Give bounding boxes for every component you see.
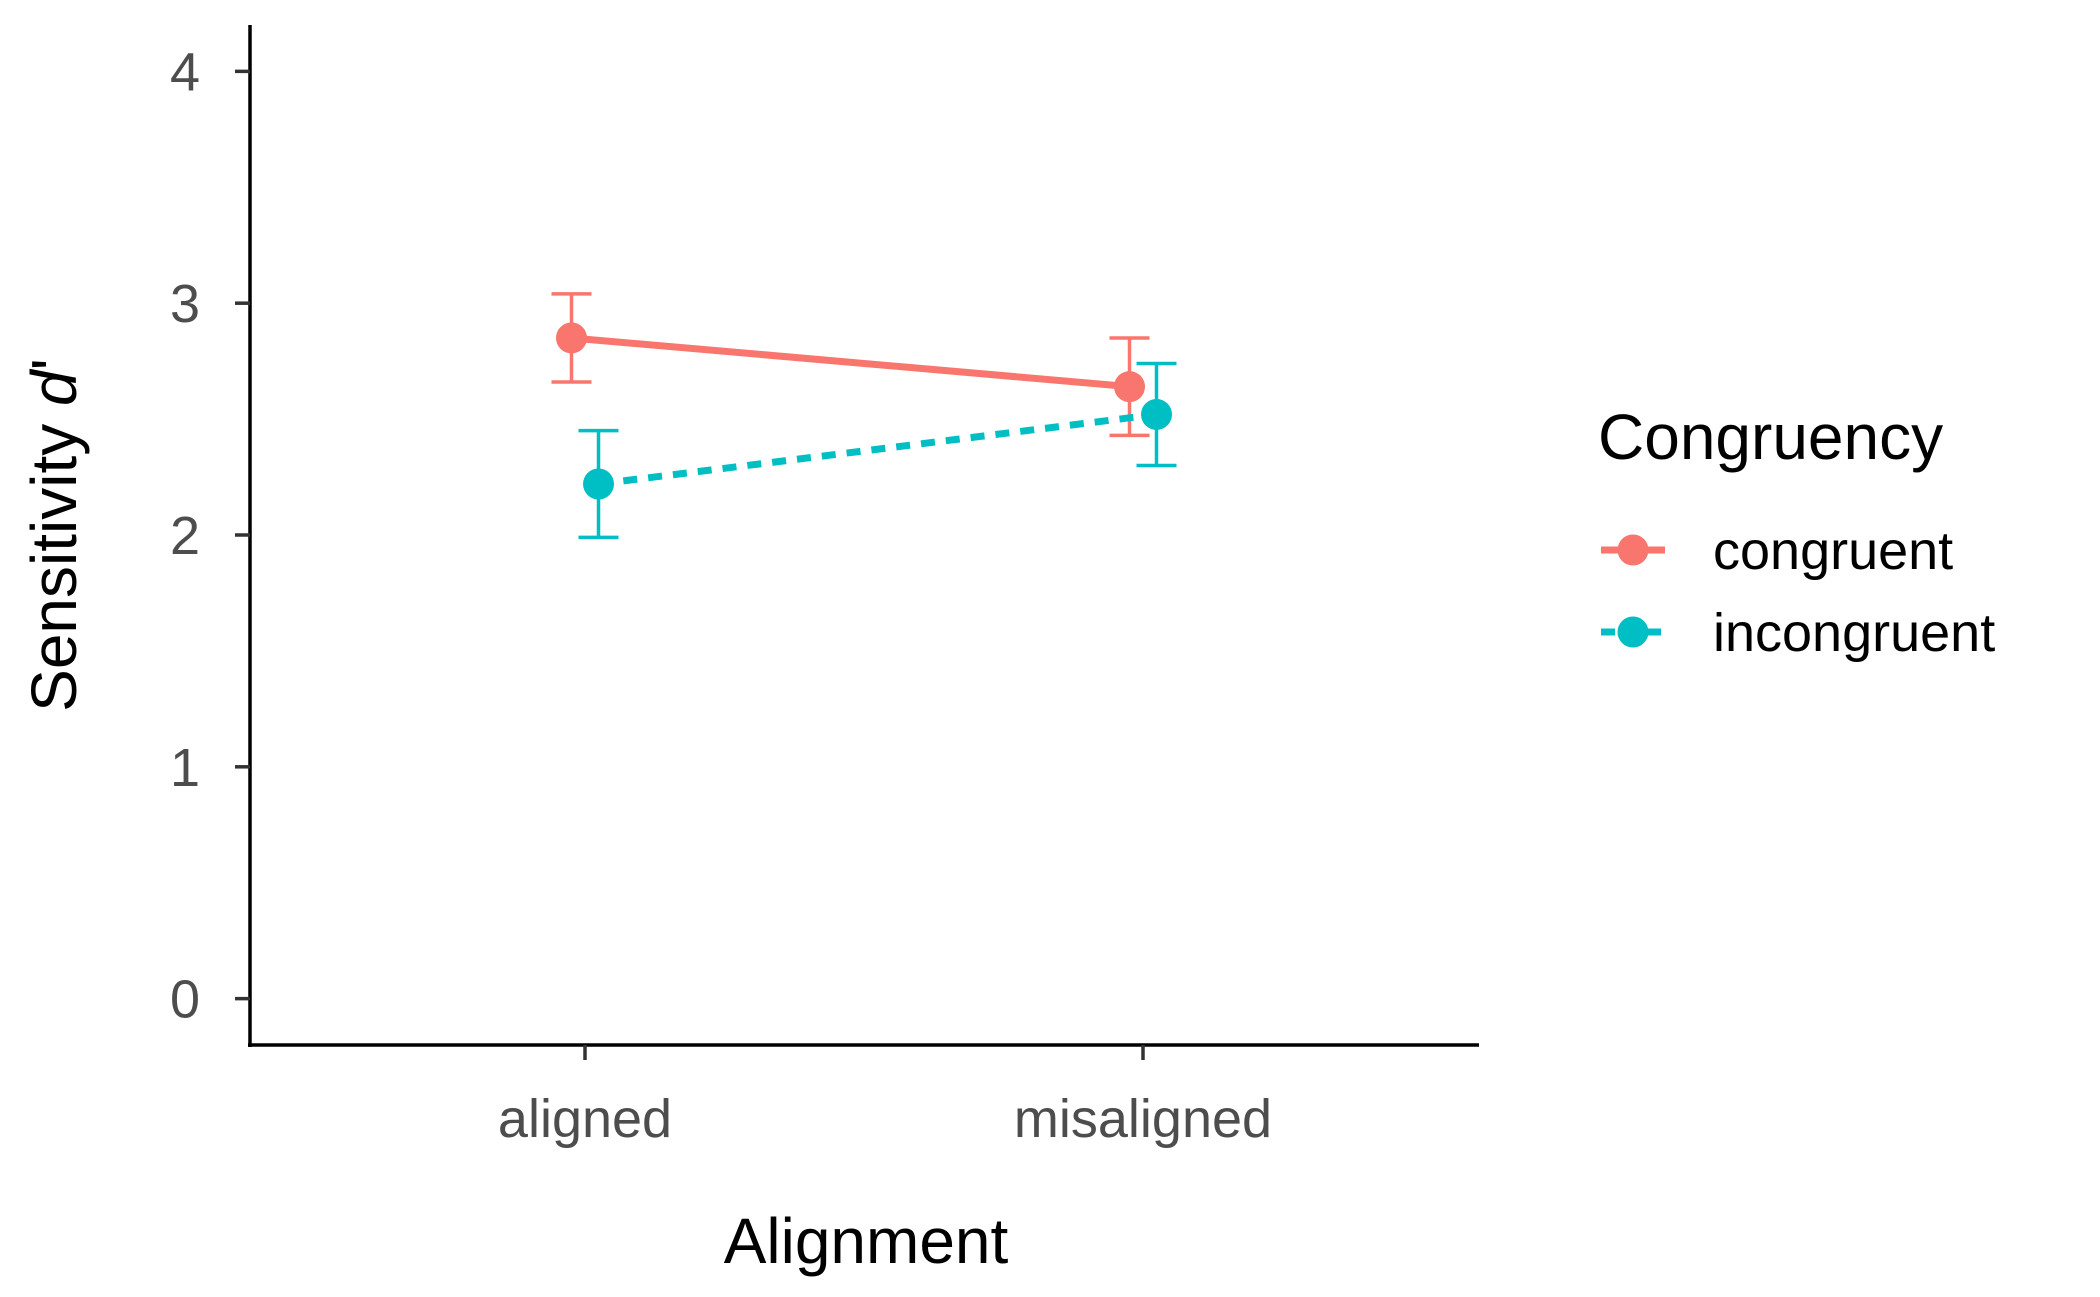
y-tick-label: 4 (170, 42, 200, 102)
y-tick-label: 0 (170, 970, 200, 1030)
y-axis-ticks: 0 1 2 3 4 (170, 42, 250, 1030)
y-axis-title-suffix: ' (18, 358, 90, 370)
y-tick-label: 1 (170, 738, 200, 798)
series-incongruent (578, 361, 1177, 540)
legend-title: Congruency (1598, 401, 1943, 473)
legend-label: congruent (1713, 521, 1953, 581)
y-tick-label: 3 (170, 274, 200, 334)
series-layer (551, 292, 1177, 540)
series-congruent (551, 292, 1150, 438)
x-tick-label: aligned (498, 1089, 672, 1149)
legend: Congruency congruent incongruent (1598, 401, 1995, 663)
y-axis-title-prefix: Sensitivity (18, 406, 90, 712)
legend-key-point (1617, 616, 1649, 648)
data-point (1114, 371, 1145, 403)
plot-area: 0 1 2 3 4 aligned misaligned (170, 25, 1479, 1149)
series-line (598, 410, 1157, 488)
data-point (1141, 398, 1172, 430)
x-axis-title: Alignment (724, 1205, 1009, 1277)
y-axis-title-symbol: d (18, 368, 90, 406)
legend-items: congruent incongruent (1601, 521, 1995, 663)
legend-key-point (1617, 534, 1649, 566)
y-axis-title: Sensitivity d' (18, 358, 90, 712)
x-axis-ticks: aligned misaligned (498, 1045, 1272, 1149)
data-point (583, 468, 614, 500)
y-tick-label: 2 (170, 506, 200, 566)
data-point (556, 322, 587, 354)
series-line (571, 334, 1130, 391)
legend-label: incongruent (1713, 603, 1995, 663)
x-tick-label: misaligned (1014, 1089, 1272, 1149)
